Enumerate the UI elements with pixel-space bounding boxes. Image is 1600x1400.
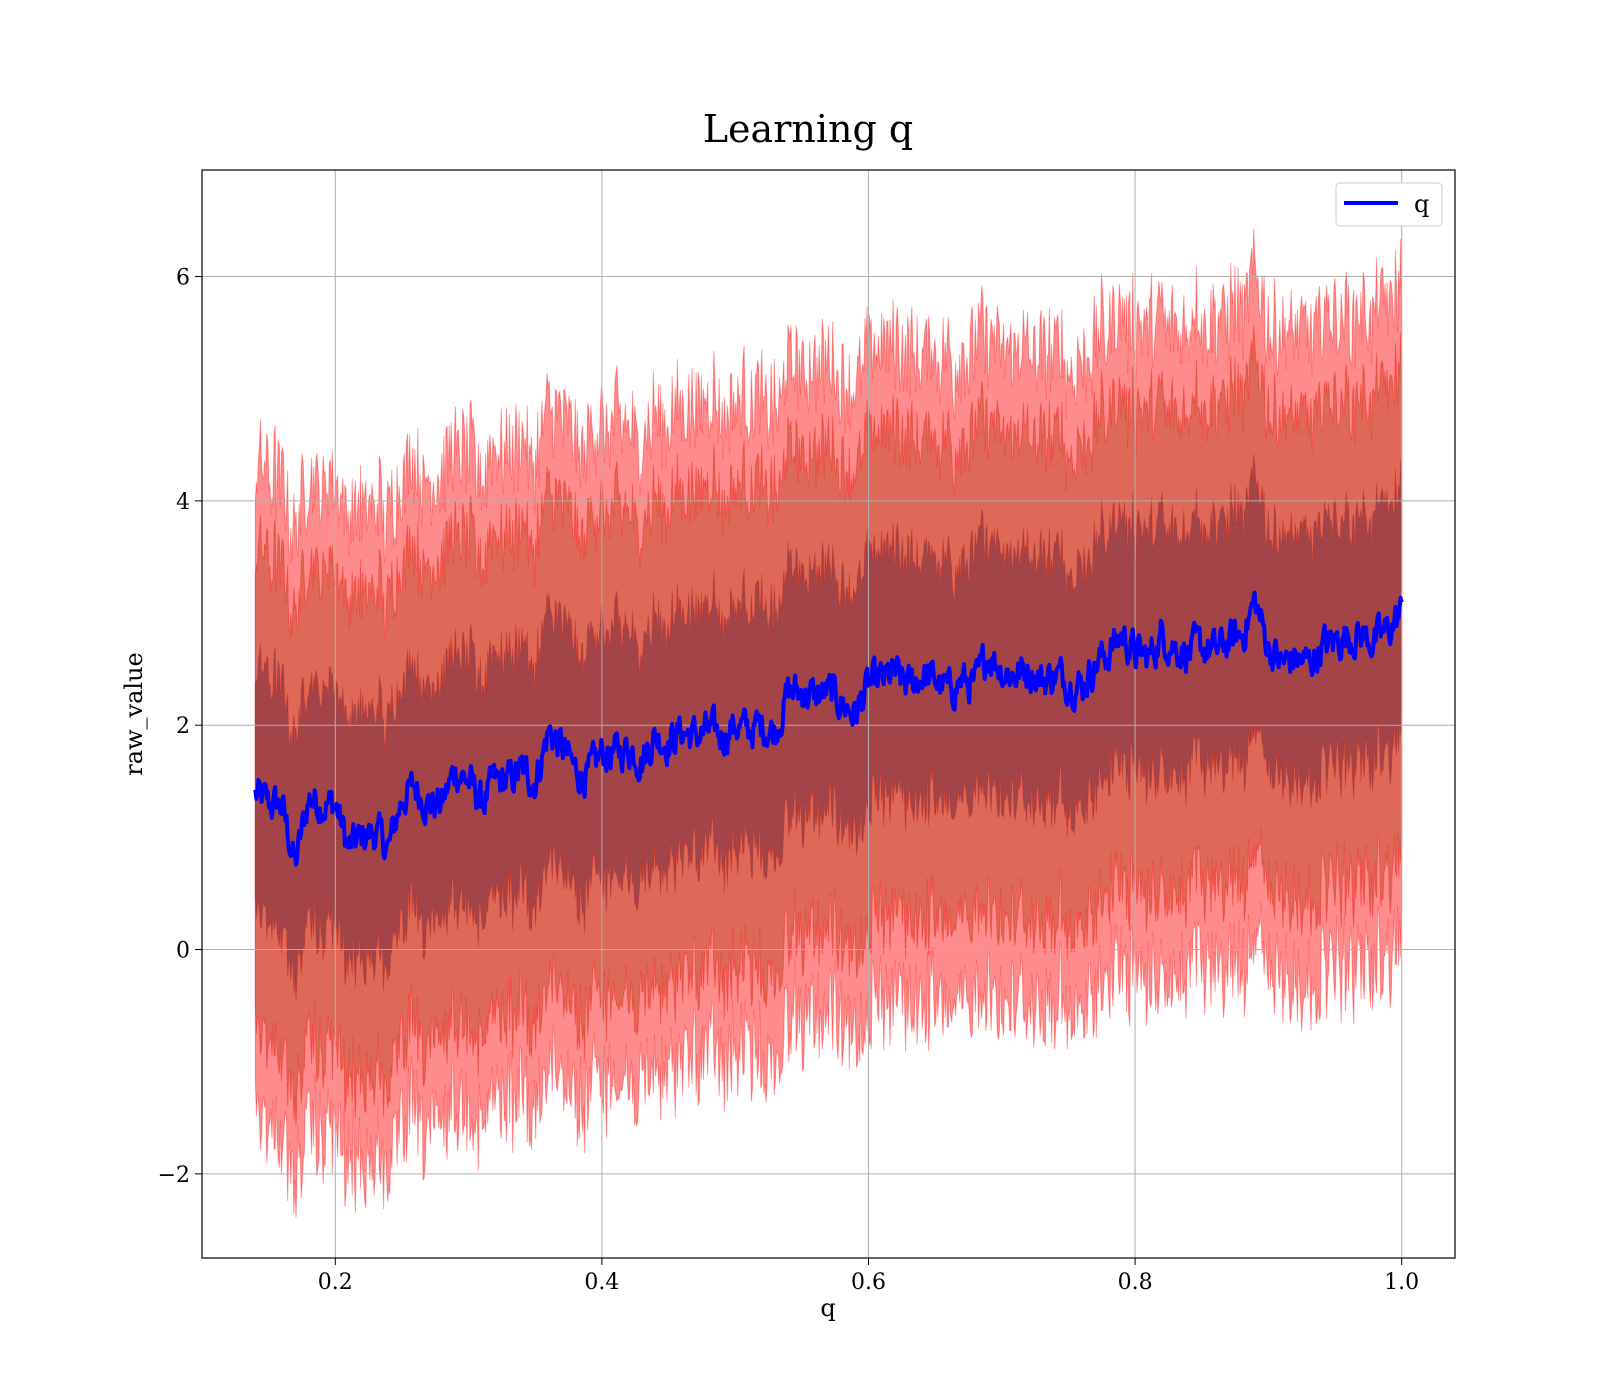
y-tick-label-0: −2 <box>158 1163 190 1188</box>
y-tick-label-1: 0 <box>176 939 190 964</box>
x-tick-label-0: 0.2 <box>318 1270 353 1295</box>
plot-frame <box>201 169 1456 1259</box>
gridlines <box>202 170 1455 1258</box>
x-axis-label: q <box>820 1294 835 1322</box>
x-tick-label-1: 0.4 <box>584 1270 619 1295</box>
x-tick-label-3: 0.8 <box>1118 1270 1153 1295</box>
x-tick-label-4: 1.0 <box>1384 1270 1419 1295</box>
y-tick-label-2: 2 <box>176 714 190 739</box>
confidence-bands <box>254 228 1403 1218</box>
series-line-q <box>253 590 1404 867</box>
x-tick-label-2: 0.6 <box>851 1270 886 1295</box>
band-inner-tint <box>255 453 1402 1001</box>
legend-label-q: q <box>1414 190 1429 218</box>
y-axis-ticks: −2 0 2 4 6 <box>158 266 202 1188</box>
series-layer <box>253 590 1404 867</box>
y-tick-label-4: 6 <box>176 266 190 291</box>
legend: q <box>1335 182 1443 227</box>
y-axis-label: raw_value <box>120 652 148 776</box>
chart-title: Learning q <box>703 107 913 151</box>
y-tick-label-3: 4 <box>176 490 190 515</box>
x-axis-ticks: 0.2 0.4 0.6 0.8 1.0 <box>318 1258 1419 1295</box>
